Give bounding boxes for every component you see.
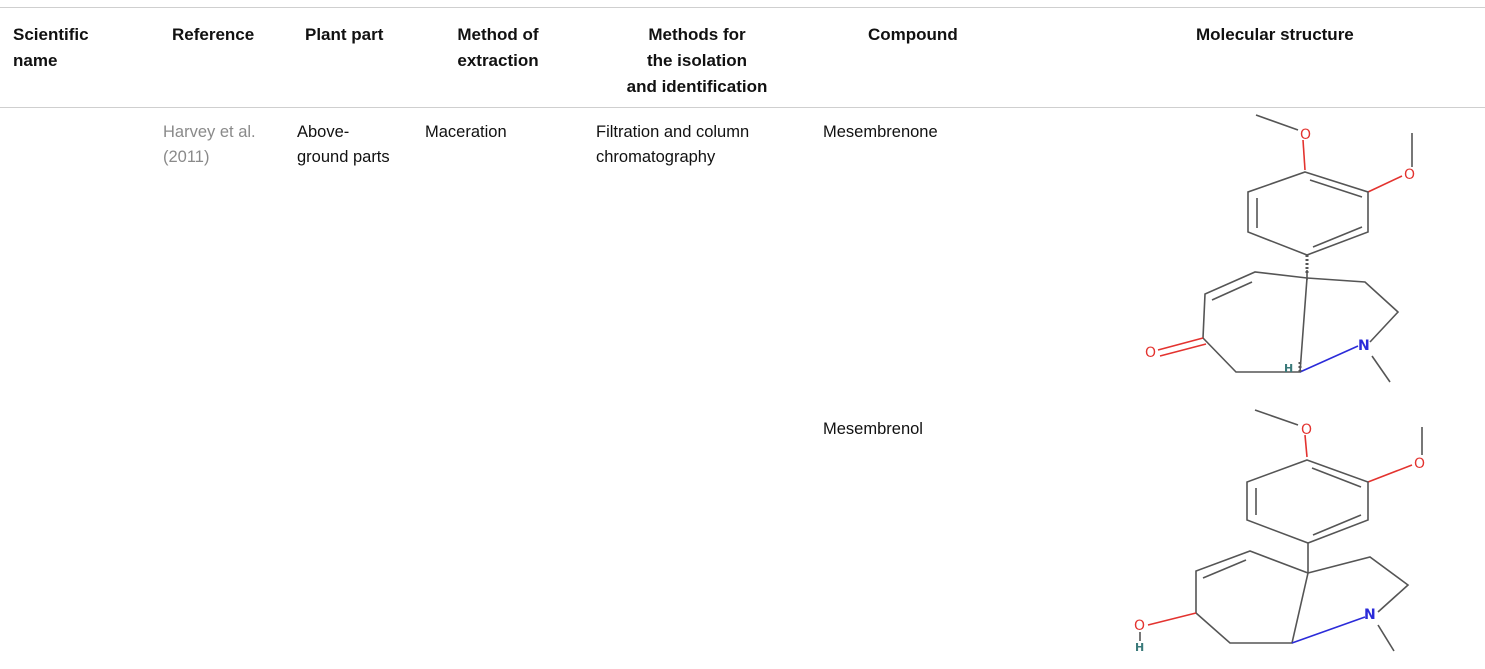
mesembrenol-structure-image: O O O H N (1134, 409, 1425, 654)
atom-o1: O (1301, 422, 1312, 438)
atom-o2: O (1414, 456, 1425, 472)
table-top-rule (0, 7, 1485, 8)
atom-o2: O (1404, 167, 1415, 183)
atom-h: H (1135, 641, 1144, 654)
header-scientific-name: Scientific name (13, 25, 89, 70)
header-methods-isolation: Methods for the isolation and identifica… (626, 25, 768, 96)
cell-methods-isolation: Filtration and column chromatography (596, 123, 750, 166)
table-header-rule (0, 107, 1485, 108)
atom-n: N (1364, 607, 1376, 623)
cell-compound: Mesembrenol (823, 420, 923, 438)
atom-h: H (1284, 362, 1293, 375)
header-reference: Reference (172, 25, 255, 44)
cell-compound: Mesembrenone (823, 123, 938, 141)
header-method-of-extraction: Method of extraction (457, 25, 539, 70)
mesembrenone-structure-image: O O O N H (1145, 114, 1415, 383)
cell-method-of-extraction: Maceration (425, 123, 507, 141)
atom-o3: O (1134, 618, 1145, 634)
cell-plant-part: Above- ground parts (297, 123, 390, 166)
header-compound: Compound (868, 25, 958, 44)
header-molecular-structure: Molecular structure (1196, 25, 1354, 44)
cell-reference-link[interactable]: Harvey et al. (2011) (163, 123, 256, 166)
atom-n: N (1358, 338, 1370, 354)
header-plant-part: Plant part (305, 25, 384, 44)
atom-o3: O (1145, 345, 1156, 361)
atom-o1: O (1300, 127, 1311, 143)
